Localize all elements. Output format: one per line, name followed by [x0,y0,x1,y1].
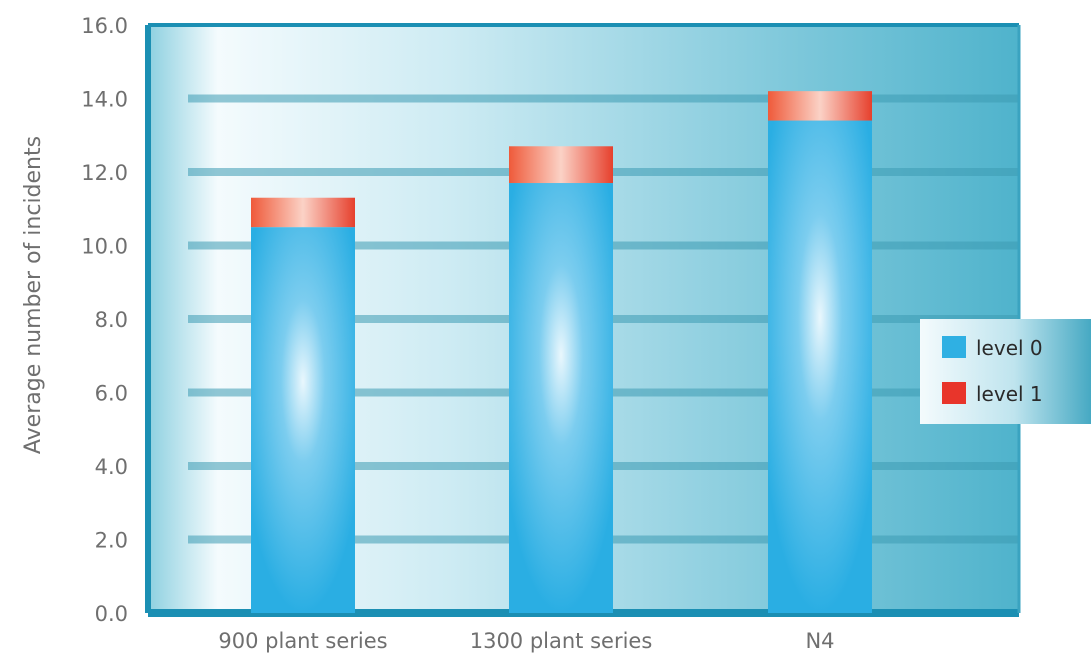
y-tick-label: 14.0 [81,88,128,112]
bars [251,91,872,614]
x-tick-label: N4 [805,629,834,653]
bar-level-0 [768,120,872,614]
legend-label-level-0: level 0 [976,336,1043,360]
legend-swatch-level-0 [942,336,966,358]
y-tick-labels: 0.0 2.0 4.0 6.0 8.0 10.0 12.0 14.0 16.0 [81,14,128,626]
bar-level-0 [251,227,355,613]
y-tick-label: 2.0 [95,529,128,553]
bar-level-1 [768,91,872,121]
bar-level-1 [509,146,613,184]
y-tick-label: 0.0 [95,602,128,626]
y-tick-label: 4.0 [95,455,128,479]
bar-level-0 [509,183,613,613]
x-tick-label: 1300 plant series [470,629,653,653]
legend-label-level-1: level 1 [976,382,1043,406]
y-tick-label: 8.0 [95,308,128,332]
y-tick-label: 6.0 [95,382,128,406]
x-tick-label: 900 plant series [218,629,387,653]
y-tick-label: 12.0 [81,161,128,185]
y-tick-label: 16.0 [81,14,128,38]
legend: level 0 level 1 [920,319,1091,424]
gridline [188,94,1019,103]
x-tick-labels: 900 plant series 1300 plant series N4 [218,629,834,653]
bar-level-1 [251,197,355,228]
legend-swatch-level-1 [942,382,966,404]
y-axis-title: Average number of incidents [21,136,46,454]
legend-box [920,319,1091,424]
y-tick-label: 10.0 [81,235,128,259]
